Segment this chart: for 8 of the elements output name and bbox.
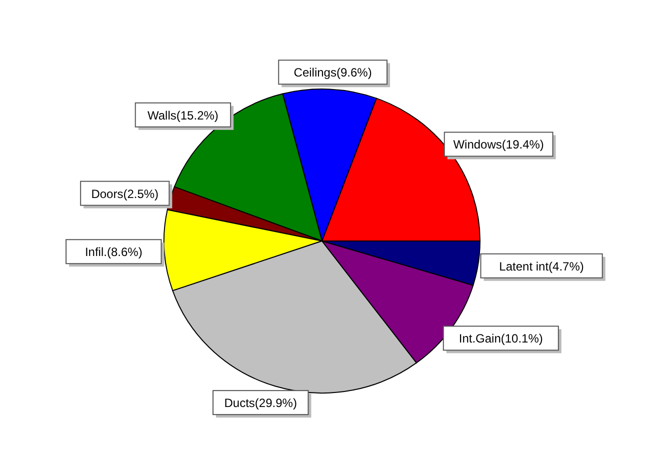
slice-label: Int.Gain(10.1%) — [458, 332, 543, 346]
slice-label: Windows(19.4%) — [453, 138, 544, 152]
slice-label: Infil.(8.6%) — [84, 245, 142, 260]
slice-label: Ducts(29.9%) — [224, 396, 297, 410]
slice-label: Latent int(4.7%) — [499, 259, 584, 274]
slice-label: Doors(2.5%) — [91, 186, 159, 201]
slice-label: Walls(15.2%) — [148, 108, 218, 122]
slice-label: Ceilings(9.6%) — [294, 66, 372, 80]
